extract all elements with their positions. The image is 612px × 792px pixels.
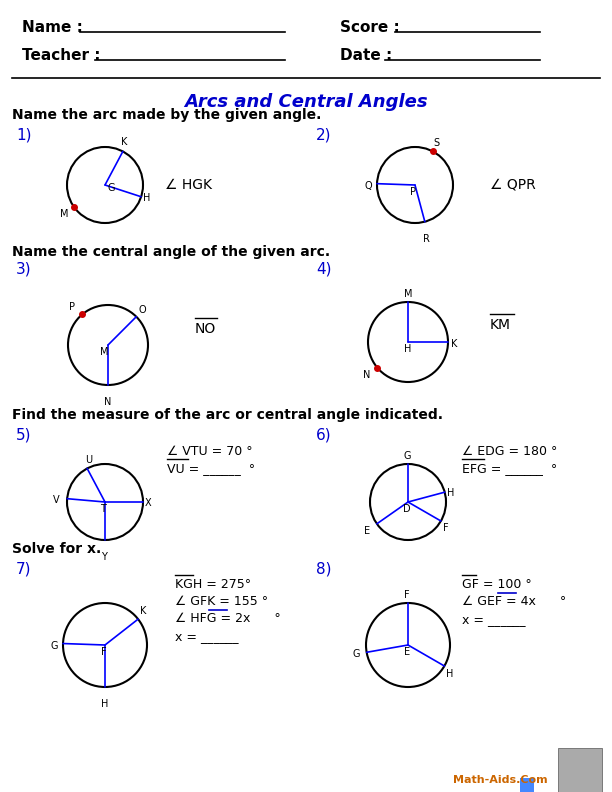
Text: NO: NO — [195, 322, 216, 336]
Text: D: D — [403, 504, 411, 514]
Text: x = ______: x = ______ — [175, 630, 239, 643]
Text: P: P — [410, 187, 416, 197]
Text: ∠ GEF = 4x      °: ∠ GEF = 4x ° — [462, 595, 566, 608]
Text: ∠ VTU = 70 °: ∠ VTU = 70 ° — [167, 445, 253, 458]
Text: Name :: Name : — [22, 20, 83, 35]
Text: S: S — [434, 139, 440, 148]
Text: U: U — [85, 455, 92, 466]
Text: H: H — [404, 344, 411, 354]
Text: Math-Aids.Com: Math-Aids.Com — [453, 775, 548, 785]
Text: ∠ HFG = 2x      °: ∠ HFG = 2x ° — [175, 612, 281, 625]
Text: G: G — [107, 183, 114, 193]
Text: KGH = 275°: KGH = 275° — [175, 578, 251, 591]
Bar — [558, 748, 602, 792]
Text: ∠ EDG = 180 °: ∠ EDG = 180 ° — [462, 445, 558, 458]
Text: T: T — [100, 504, 106, 514]
Text: Name the arc made by the given angle.: Name the arc made by the given angle. — [12, 108, 321, 122]
Text: Name the central angle of the given arc.: Name the central angle of the given arc. — [12, 245, 330, 259]
Text: Q: Q — [364, 181, 371, 191]
Text: Y: Y — [101, 552, 107, 562]
Text: EFG = ______  °: EFG = ______ ° — [462, 462, 558, 475]
Text: Date :: Date : — [340, 48, 392, 63]
Text: KM: KM — [490, 318, 511, 332]
Text: H: H — [446, 669, 453, 679]
Text: F: F — [404, 590, 409, 600]
Text: 3): 3) — [16, 262, 32, 277]
Text: H: H — [447, 488, 454, 498]
Bar — [520, 778, 534, 792]
Text: 2): 2) — [316, 128, 332, 143]
Text: Find the measure of the arc or central angle indicated.: Find the measure of the arc or central a… — [12, 408, 443, 422]
Text: GF = 100 °: GF = 100 ° — [462, 578, 532, 591]
Text: X: X — [145, 498, 152, 508]
Text: K: K — [451, 339, 457, 349]
Text: K: K — [121, 138, 127, 147]
Text: ∠ HGK: ∠ HGK — [165, 178, 212, 192]
Text: Teacher :: Teacher : — [22, 48, 100, 63]
Text: N: N — [104, 397, 111, 407]
Text: ∠ GFK = 155 °: ∠ GFK = 155 ° — [175, 595, 268, 608]
Text: ∠ QPR: ∠ QPR — [490, 178, 536, 192]
Text: G: G — [353, 649, 360, 659]
Text: VU = ______  °: VU = ______ ° — [167, 462, 255, 475]
Text: 4): 4) — [316, 262, 332, 277]
Text: P: P — [69, 303, 75, 312]
Text: O: O — [138, 305, 146, 314]
Text: F: F — [101, 647, 106, 657]
Text: V: V — [53, 495, 60, 505]
Text: Score :: Score : — [340, 20, 400, 35]
Text: 1): 1) — [16, 128, 31, 143]
Text: G: G — [404, 451, 411, 461]
Text: 6): 6) — [316, 428, 332, 443]
Text: 8): 8) — [316, 562, 332, 577]
Text: Arcs and Central Angles: Arcs and Central Angles — [184, 93, 428, 111]
Text: R: R — [423, 234, 430, 244]
Text: x = ______: x = ______ — [462, 613, 526, 626]
Text: E: E — [404, 647, 410, 657]
Text: 5): 5) — [16, 428, 31, 443]
Text: 7): 7) — [16, 562, 31, 577]
Text: Solve for x.: Solve for x. — [12, 542, 101, 556]
Text: K: K — [140, 606, 146, 616]
Text: M: M — [60, 209, 69, 219]
Text: F: F — [443, 523, 449, 533]
Text: G: G — [50, 641, 58, 650]
Text: H: H — [143, 192, 151, 203]
Text: M: M — [404, 289, 412, 299]
Text: M: M — [100, 347, 108, 357]
Text: N: N — [364, 370, 371, 379]
Text: E: E — [364, 526, 370, 536]
Text: H: H — [101, 699, 108, 709]
